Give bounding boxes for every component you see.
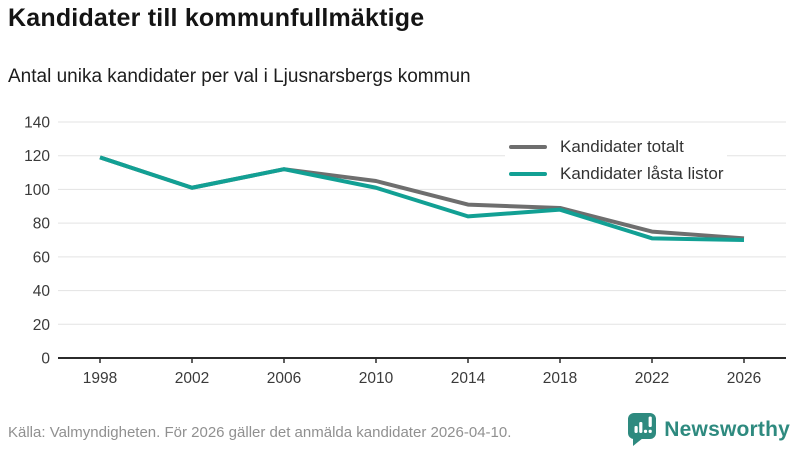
chart-legend: Kandidater totalt Kandidater låsta listo… (505, 133, 728, 188)
newsworthy-logo-text: Newsworthy (664, 417, 790, 441)
legend-item-totalt: Kandidater totalt (509, 135, 723, 159)
x-axis-tick-label: 1998 (83, 370, 117, 387)
x-axis-tick-label: 2018 (543, 370, 577, 387)
x-axis-tick-label: 2010 (359, 370, 394, 387)
y-axis-tick-label: 40 (33, 283, 51, 300)
source-note: Källa: Valmyndigheten. För 2026 gäller d… (8, 424, 512, 441)
x-axis-tick-label: 2002 (175, 370, 209, 387)
y-axis-tick-label: 120 (24, 148, 50, 165)
legend-item-lasta-listor: Kandidater låsta listor (509, 162, 723, 186)
legend-swatch-lasta-listor (509, 172, 547, 176)
y-axis-tick-label: 80 (33, 216, 51, 233)
y-axis-tick-label: 100 (24, 182, 50, 199)
legend-label-lasta-listor: Kandidater låsta listor (560, 164, 724, 183)
y-axis-tick-label: 140 (24, 115, 50, 132)
legend-label-totalt: Kandidater totalt (560, 137, 684, 156)
series-line-kandidater-lasta-listor (99, 155, 745, 242)
y-axis-tick-label: 60 (33, 249, 51, 266)
x-axis-tick-label: 2022 (635, 370, 669, 387)
page-title: Kandidater till kommunfullmäktige (8, 4, 425, 32)
newsworthy-logo-icon (628, 413, 657, 446)
x-axis-tick-label: 2026 (727, 370, 761, 387)
x-axis-tick-label: 2014 (451, 370, 486, 387)
y-axis-tick-label: 0 (41, 351, 50, 368)
legend-swatch-totalt (509, 145, 547, 149)
newsworthy-logo[interactable]: Newsworthy (627, 412, 790, 447)
y-axis-tick-label: 20 (33, 317, 51, 334)
x-axis-tick-label: 2006 (267, 370, 301, 387)
chart-subtitle: Antal unika kandidater per val i Ljusnar… (8, 66, 471, 87)
